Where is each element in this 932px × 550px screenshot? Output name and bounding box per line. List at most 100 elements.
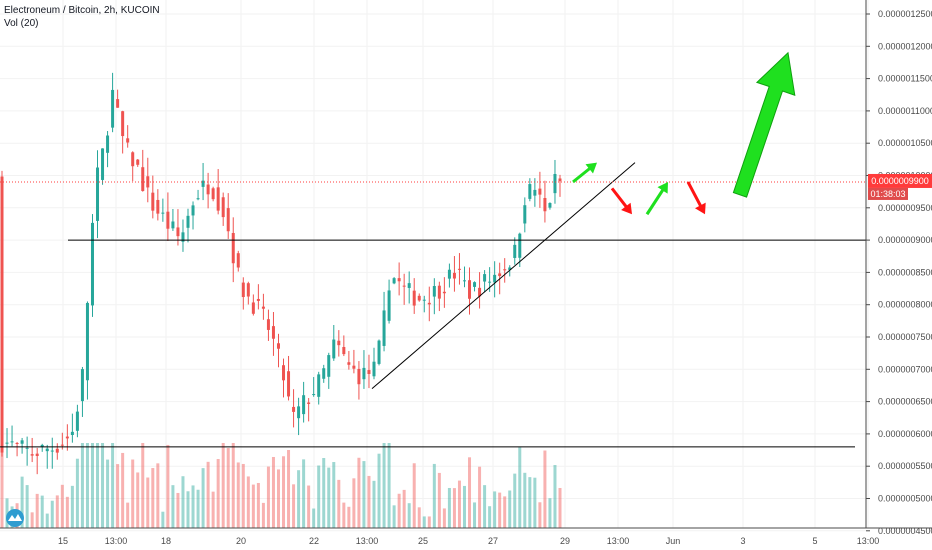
chart-title[interactable]: Electroneum / Bitcoin, 2h, KUCOIN xyxy=(4,5,160,16)
candle-body xyxy=(322,368,326,379)
volume-bar xyxy=(493,491,497,528)
candle-body xyxy=(276,343,280,349)
volume-bar xyxy=(382,443,386,528)
volume-bar xyxy=(297,470,301,528)
candle-body xyxy=(332,339,336,359)
volume-bar xyxy=(407,503,411,528)
volume-bar xyxy=(442,508,446,528)
candle-body xyxy=(65,436,69,439)
candle-body xyxy=(478,287,482,297)
candle-body xyxy=(377,340,381,364)
candle-body xyxy=(297,406,301,419)
x-tick-label: 18 xyxy=(161,536,171,546)
volume-bar xyxy=(116,464,120,528)
candle-body xyxy=(161,212,165,214)
volume-bar xyxy=(266,466,270,528)
volume-bar xyxy=(558,487,562,528)
y-tick-label: 0.0000007500 xyxy=(878,332,932,342)
x-tick-label: 3 xyxy=(740,536,745,546)
candle-body xyxy=(402,285,406,287)
candle-body xyxy=(387,290,391,321)
volume-bar xyxy=(523,472,527,528)
candle-body xyxy=(141,167,145,191)
volume-bar xyxy=(392,505,396,528)
candle-body xyxy=(508,267,512,270)
x-tick-label: 15 xyxy=(58,536,68,546)
volume-bar xyxy=(322,458,326,528)
volume-bar xyxy=(528,477,532,528)
volume-bar xyxy=(488,506,492,528)
candle-body xyxy=(498,273,502,277)
candle-layer xyxy=(0,72,562,475)
candle-body xyxy=(40,444,44,447)
candle-body xyxy=(231,232,235,264)
candle-body xyxy=(457,268,461,270)
arrow-up-icon xyxy=(572,162,597,184)
candle-body xyxy=(25,447,29,449)
candle-body xyxy=(468,280,472,299)
candle-body xyxy=(211,188,215,200)
volume-bar xyxy=(342,502,346,528)
candle-body xyxy=(417,295,421,301)
volume-bar xyxy=(211,491,215,528)
volume-bar xyxy=(30,512,34,528)
volume-bar xyxy=(90,443,94,528)
candle-body xyxy=(156,199,160,214)
candle-body xyxy=(261,306,265,309)
candle-body xyxy=(503,269,507,271)
volume-bar xyxy=(327,467,331,528)
y-tick-label: 0.0000006500 xyxy=(878,397,932,407)
volume-bar xyxy=(161,511,165,528)
volume-bar xyxy=(151,468,155,528)
volume-bar xyxy=(533,477,537,528)
y-tick-label: 0.0000008500 xyxy=(878,267,932,277)
volume-bar xyxy=(206,461,210,528)
volume-bar xyxy=(166,444,170,528)
y-tick-label: 0.0000011000 xyxy=(878,106,932,116)
candle-body xyxy=(493,274,497,283)
candle-body xyxy=(397,278,401,282)
candle-body xyxy=(473,282,477,287)
volume-bar xyxy=(191,485,195,528)
volume-bar xyxy=(498,492,502,528)
candle-body xyxy=(327,355,331,377)
x-tick-label: 20 xyxy=(236,536,246,546)
candle-body xyxy=(533,189,537,196)
y-tick-label: 0.0000009000 xyxy=(878,235,932,245)
x-tick-label: 25 xyxy=(418,536,428,546)
volume-bar xyxy=(121,452,125,528)
candle-body xyxy=(452,272,456,279)
tradingview-cloud-icon[interactable] xyxy=(6,509,24,527)
badge-layer: 0.0000009900 01:38:03 xyxy=(868,173,932,200)
candle-body xyxy=(136,159,140,165)
x-tick-label: Jun xyxy=(666,536,681,546)
candle-body xyxy=(412,290,416,306)
volume-bar xyxy=(397,493,401,528)
candle-body xyxy=(462,280,466,282)
candle-body xyxy=(367,370,371,374)
candle-body xyxy=(422,299,426,301)
volume-bar xyxy=(402,489,406,528)
volume-bar xyxy=(75,458,79,528)
y-tick-label: 0.0000012500 xyxy=(878,9,932,19)
volume-bar xyxy=(447,487,451,528)
candle-body xyxy=(5,442,9,444)
y-tick-label: 0.0000011500 xyxy=(878,74,932,84)
candle-body xyxy=(176,227,180,237)
x-tick-label: 29 xyxy=(560,536,570,546)
volume-layer xyxy=(0,443,562,528)
volume-bar xyxy=(156,463,160,528)
volume-bar xyxy=(171,485,175,528)
volume-indicator-label[interactable]: Vol (20) xyxy=(4,18,39,29)
candle-body xyxy=(302,395,306,415)
candle-body xyxy=(101,148,105,180)
volume-bar xyxy=(55,495,59,528)
volume-bar xyxy=(513,473,517,528)
x-tick-label: 13:00 xyxy=(857,536,880,546)
candle-body xyxy=(246,283,250,297)
grid-layer xyxy=(0,0,869,532)
volume-bar xyxy=(45,513,49,528)
candle-body xyxy=(437,285,441,299)
